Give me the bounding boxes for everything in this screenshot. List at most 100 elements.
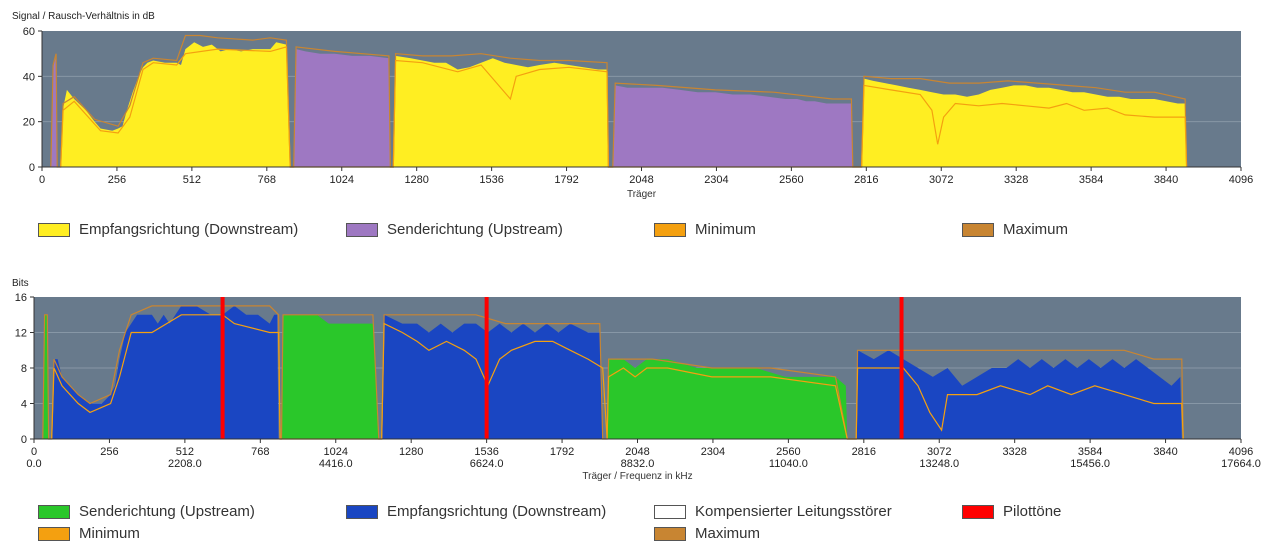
x-tick-label: 2816 <box>854 174 878 186</box>
x-tick-label: 1792 <box>550 446 574 458</box>
series-area <box>393 55 609 167</box>
legend-maximum-label: Maximum <box>1003 221 1069 238</box>
series-area <box>50 55 58 167</box>
x-tick-label: 3072 <box>927 446 951 458</box>
legend-minimum: Minimum <box>654 221 756 238</box>
legend-bits-upstream-label: Senderichtung (Upstream) <box>79 503 255 520</box>
legend-bits-pilot-label: Pilottöne <box>1003 503 1062 520</box>
legend-bits-minimum-swatch <box>38 526 70 541</box>
minimum-line <box>51 314 1184 440</box>
legend-bits-compensated-swatch <box>654 504 686 519</box>
x-tick-label: 256 <box>108 174 126 186</box>
legend-minimum-swatch <box>654 222 686 237</box>
legend-maximum-swatch <box>962 222 994 237</box>
x-tick-label: 3328 <box>1002 446 1026 458</box>
legend-bits-minimum: Minimum <box>38 525 140 542</box>
legend-bits-compensated-label: Kompensierter Leitungsstörer <box>695 503 892 520</box>
y-tick-label: 0 <box>29 162 35 174</box>
legend-bits-upstream: Senderichtung (Upstream) <box>38 503 255 520</box>
series-area <box>861 78 1187 167</box>
freq-tick-label: 11040.0 <box>769 458 808 470</box>
legend-bits-downstream-swatch <box>346 504 378 519</box>
freq-tick-label: 0.0 <box>26 458 41 470</box>
series-area <box>281 314 379 439</box>
x-tick-label: 2048 <box>625 446 649 458</box>
y-tick-label: 8 <box>21 363 27 375</box>
legend-bits-upstream-swatch <box>38 504 70 519</box>
maximum-line <box>42 305 1184 440</box>
legend-upstream: Senderichtung (Upstream) <box>346 221 563 238</box>
y-tick-label: 16 <box>15 292 27 304</box>
x-tick-label: 2560 <box>779 174 803 186</box>
x-tick-label: 3840 <box>1153 446 1177 458</box>
series-area <box>856 350 1182 439</box>
series-area <box>612 85 853 167</box>
legend-bits-maximum-swatch <box>654 526 686 541</box>
chart-title: Signal / Rausch-Verhältnis in dB <box>12 11 155 22</box>
snr-chart: 0 20 40 60 0 256 512 768 1024 1280 1536 1792 2048 230… <box>12 11 1253 200</box>
x-tick-label: 2048 <box>629 174 653 186</box>
x-tick-label: 1280 <box>404 174 428 186</box>
x-axis-title: Träger / Frequenz in kHz <box>582 471 692 482</box>
legend-bits-compensated: Kompensierter Leitungsstörer <box>654 503 892 520</box>
x-tick-label: 2304 <box>704 174 728 186</box>
x-tick-label: 1280 <box>399 446 423 458</box>
legend-downstream-label: Empfangsrichtung (Downstream) <box>79 221 299 238</box>
x-tick-label: 1536 <box>474 446 498 458</box>
freq-tick-label: 8832.0 <box>621 458 655 470</box>
x-axis-title: Träger <box>627 189 657 200</box>
x-tick-label: 512 <box>183 174 201 186</box>
legend-downstream: Empfangsrichtung (Downstream) <box>38 221 298 238</box>
y-axis-title: Bits <box>12 278 29 289</box>
freq-tick-label: 2208.0 <box>168 458 202 470</box>
x-tick-label: 1536 <box>479 174 503 186</box>
minimum-line <box>60 46 1188 168</box>
x-tick-label: 3072 <box>929 174 953 186</box>
x-tick-label: 2816 <box>852 446 876 458</box>
legend-bits-pilot-swatch <box>962 504 994 519</box>
x-tick-label: 512 <box>176 446 194 458</box>
y-tick-label: 20 <box>23 117 35 129</box>
y-tick-label: 0 <box>21 434 27 446</box>
x-tick-label: 3328 <box>1004 174 1028 186</box>
legend-upstream-swatch <box>346 222 378 237</box>
x-tick-label: 2560 <box>776 446 800 458</box>
x-tick-label: 1024 <box>330 174 354 186</box>
legend-bits-maximum: Maximum <box>654 525 760 542</box>
x-tick-label: 1024 <box>324 446 348 458</box>
y-tick-label: 12 <box>15 328 27 340</box>
freq-tick-label: 4416.0 <box>319 458 353 470</box>
x-tick-label: 3584 <box>1078 446 1102 458</box>
x-tick-label: 4096 <box>1229 446 1253 458</box>
legend-maximum: Maximum <box>962 221 1068 238</box>
x-tick-label: 4096 <box>1229 174 1253 186</box>
series-area <box>293 49 391 167</box>
y-tick-label: 40 <box>23 71 35 83</box>
bits-chart: 0 4 8 12 16 0 256 512 768 1024 1280 1536 1792 2048 230… <box>12 278 1261 482</box>
legend-downstream-swatch <box>38 222 70 237</box>
freq-tick-label: 15456.0 <box>1070 458 1110 470</box>
maximum-line <box>50 34 1188 168</box>
legend-bits-maximum-label: Maximum <box>695 525 761 542</box>
x-tick-label: 768 <box>251 446 269 458</box>
freq-tick-label: 13248.0 <box>919 458 959 470</box>
legend-bits-downstream: Empfangsrichtung (Downstream) <box>346 503 606 520</box>
legend-bits-pilot: Pilottöne <box>962 503 1061 520</box>
y-tick-label: 60 <box>23 26 35 38</box>
legend-minimum-label: Minimum <box>695 221 756 238</box>
x-tick-label: 256 <box>100 446 118 458</box>
x-tick-label: 768 <box>258 174 276 186</box>
x-tick-label: 3840 <box>1154 174 1178 186</box>
freq-tick-label: 17664.0 <box>1221 458 1261 470</box>
legend-bits-downstream-label: Empfangsrichtung (Downstream) <box>387 503 607 520</box>
freq-tick-label: 6624.0 <box>470 458 504 470</box>
legend-upstream-label: Senderichtung (Upstream) <box>387 221 563 238</box>
x-tick-label: 0 <box>31 446 37 458</box>
x-tick-label: 0 <box>39 174 45 186</box>
legend-bits-minimum-label: Minimum <box>79 525 140 542</box>
x-tick-label: 3584 <box>1079 174 1103 186</box>
x-tick-label: 1792 <box>554 174 578 186</box>
series-area <box>60 42 291 167</box>
y-tick-label: 4 <box>21 399 27 411</box>
x-tick-label: 2304 <box>701 446 725 458</box>
